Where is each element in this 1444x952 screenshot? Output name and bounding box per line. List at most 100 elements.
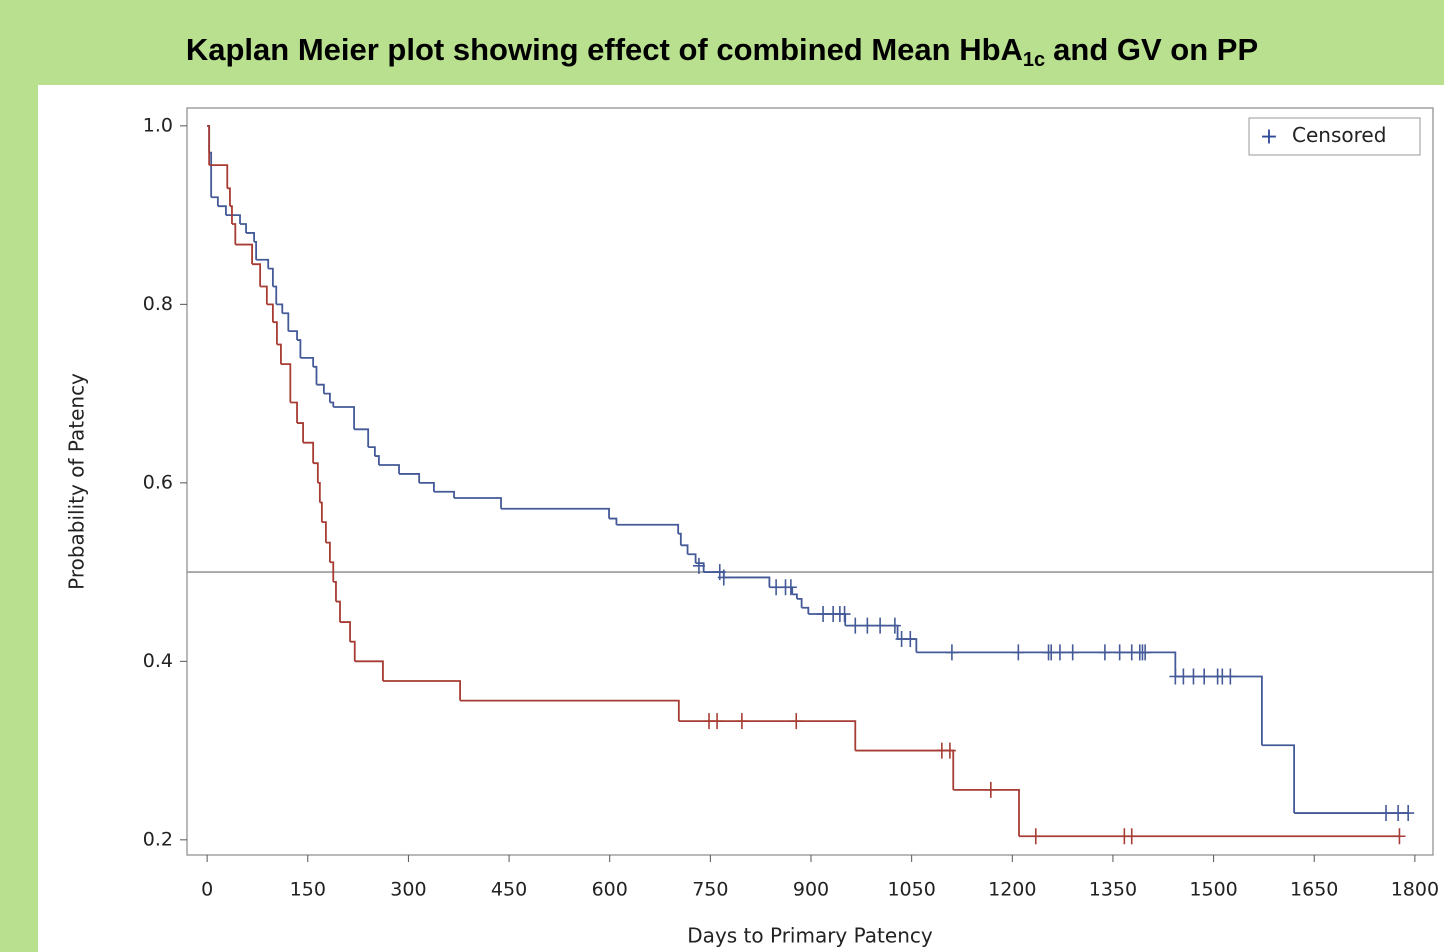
x-tick-label: 1050 (887, 879, 935, 901)
censor-mark (1053, 644, 1066, 661)
survival-step (329, 401, 335, 407)
title-subscript: 1c (1022, 49, 1046, 71)
survival-step (323, 392, 331, 403)
survival-step (792, 593, 798, 599)
survival-step (211, 196, 219, 207)
survival-step (460, 699, 680, 722)
survival-step (300, 356, 315, 367)
survival-step (953, 788, 1020, 837)
censor-mark (1125, 828, 1138, 845)
survival-step (316, 383, 325, 394)
x-tick-label: 1350 (1089, 879, 1137, 901)
censor-mark (984, 781, 997, 798)
survival-step (209, 164, 229, 189)
survival-step (354, 660, 384, 681)
censor-mark (904, 631, 917, 648)
survival-step (796, 597, 803, 608)
survival-step (333, 581, 337, 602)
censor-mark (1066, 644, 1079, 661)
survival-step (252, 263, 262, 287)
y-tick-label: 1.0 (143, 114, 173, 136)
survival-step (378, 464, 400, 474)
censor-mark (790, 713, 803, 730)
censor-mark (1012, 644, 1025, 661)
legend-label: Censored (1292, 123, 1386, 147)
censor-mark (735, 713, 748, 730)
survival-step (501, 507, 610, 519)
x-tick-label: 1800 (1391, 879, 1439, 901)
x-axis-label: Days to Primary Patency (687, 924, 933, 948)
survival-step (303, 441, 315, 464)
survival-step (368, 446, 376, 457)
y-tick-label: 0.8 (143, 293, 173, 315)
survival-step (290, 401, 298, 424)
censor-mark (1392, 805, 1405, 822)
survival-step (454, 497, 502, 509)
survival-step (321, 521, 327, 543)
plot-frame (186, 107, 1434, 856)
censor-mark (1113, 644, 1126, 661)
survival-step (374, 455, 380, 465)
survival-step (240, 223, 247, 233)
censor-mark (711, 713, 724, 730)
survival-step (280, 363, 292, 403)
title-rest: and GV on PP (1053, 32, 1259, 67)
survival-step (266, 303, 274, 323)
y-tick-label: 0.4 (143, 650, 173, 672)
survival-step (339, 621, 351, 642)
plot-area: 0.2 0.4 0.6 0.8 1.0 0 150 300 450 600 750 900 1050 12… (65, 107, 1439, 948)
x-tick-label: 0 (201, 879, 213, 901)
survival-step (354, 428, 370, 448)
survival-step (335, 600, 341, 623)
survival-step (319, 501, 323, 523)
x-tick-label: 1200 (988, 879, 1036, 901)
y-tick-label: 0.2 (143, 828, 173, 850)
censor-mark (838, 606, 851, 623)
survival-step (616, 523, 680, 534)
censor-mark (861, 617, 874, 634)
legend-marker: + (1260, 125, 1278, 150)
title-main: Kaplan Meier plot showing effect of comb… (185, 32, 1023, 67)
survival-step (227, 187, 231, 207)
x-tick-label: 1650 (1290, 879, 1338, 901)
chart-title: Kaplan Meier plot showing effect of comb… (0, 32, 1444, 72)
survival-step (382, 680, 461, 701)
censor-mark (888, 617, 901, 634)
chart: 0.2 0.4 0.6 0.8 1.0 0 150 300 450 600 750 900 1050 12… (38, 85, 1444, 952)
survival-step (282, 312, 290, 332)
censor-mark (692, 557, 705, 574)
survival-step (297, 422, 304, 443)
survival-step (350, 640, 356, 662)
censor-mark (717, 569, 730, 586)
x-tick-label: 750 (692, 879, 728, 901)
censor-mark (1098, 644, 1111, 661)
survival-step (419, 481, 435, 492)
survival-step (225, 214, 241, 225)
censor-mark (1187, 668, 1200, 685)
x-tick-label: 1500 (1189, 879, 1237, 901)
survival-step (723, 576, 771, 588)
survival-step (272, 321, 278, 345)
x-tick-label: 300 (390, 879, 426, 901)
survival-step (254, 240, 258, 260)
panel-background (38, 85, 1444, 952)
x-tick-label: 450 (491, 879, 527, 901)
survival-step (288, 330, 298, 341)
x-tick-label: 600 (592, 879, 628, 901)
survival-step (325, 541, 331, 563)
censor-mark (943, 742, 956, 759)
survival-step (1261, 744, 1296, 814)
censor-mark (1029, 828, 1042, 845)
censor-mark (849, 617, 862, 634)
survival-step (217, 205, 227, 216)
censor-mark (784, 579, 797, 596)
survival-step (256, 258, 270, 269)
survival-step (680, 544, 689, 555)
survival-step (235, 243, 253, 265)
censor-mark (874, 617, 887, 634)
x-tick-label: 900 (793, 879, 829, 901)
y-axis-label: Probability of Patency (65, 373, 89, 590)
censor-mark (945, 644, 958, 661)
survival-step (313, 462, 319, 483)
